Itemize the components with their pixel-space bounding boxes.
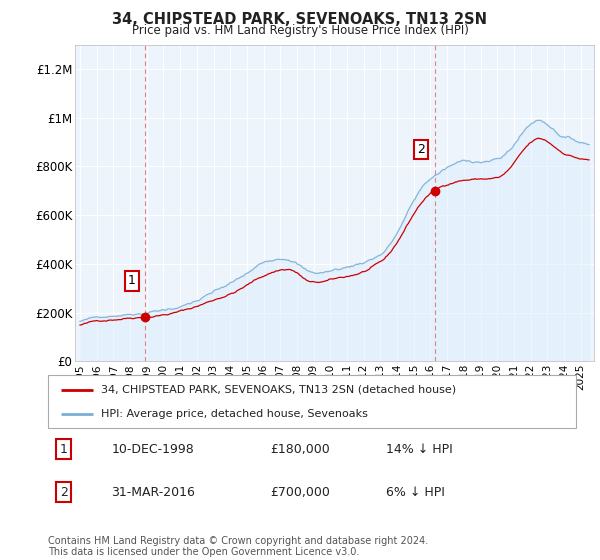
Text: 34, CHIPSTEAD PARK, SEVENOAKS, TN13 2SN: 34, CHIPSTEAD PARK, SEVENOAKS, TN13 2SN — [113, 12, 487, 27]
Text: 10-DEC-1998: 10-DEC-1998 — [112, 442, 194, 456]
Text: £700,000: £700,000 — [270, 486, 329, 498]
Text: 6% ↓ HPI: 6% ↓ HPI — [386, 486, 445, 498]
Text: 34, CHIPSTEAD PARK, SEVENOAKS, TN13 2SN (detached house): 34, CHIPSTEAD PARK, SEVENOAKS, TN13 2SN … — [101, 385, 456, 395]
Text: 2: 2 — [60, 486, 68, 498]
Text: 31-MAR-2016: 31-MAR-2016 — [112, 486, 195, 498]
Text: 1: 1 — [60, 442, 68, 456]
Text: 14% ↓ HPI: 14% ↓ HPI — [386, 442, 452, 456]
Text: Price paid vs. HM Land Registry's House Price Index (HPI): Price paid vs. HM Land Registry's House … — [131, 24, 469, 36]
FancyBboxPatch shape — [48, 375, 576, 428]
Text: Contains HM Land Registry data © Crown copyright and database right 2024.
This d: Contains HM Land Registry data © Crown c… — [48, 535, 428, 557]
Text: 2: 2 — [418, 143, 425, 156]
Text: 1: 1 — [128, 274, 136, 287]
Text: £180,000: £180,000 — [270, 442, 329, 456]
Text: HPI: Average price, detached house, Sevenoaks: HPI: Average price, detached house, Seve… — [101, 409, 368, 419]
